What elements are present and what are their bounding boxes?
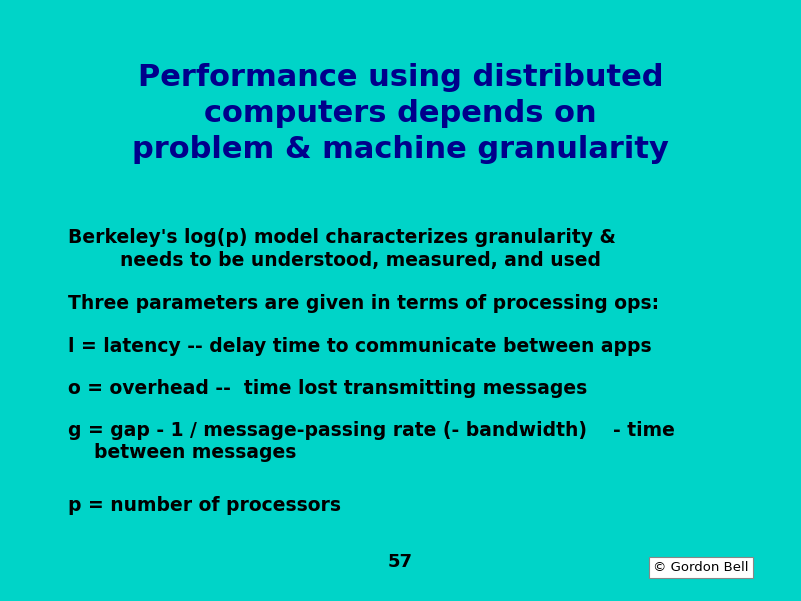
- Text: Performance using distributed
computers depends on
problem & machine granularity: Performance using distributed computers …: [132, 63, 669, 164]
- Text: p = number of processors: p = number of processors: [68, 496, 341, 515]
- Text: l = latency -- delay time to communicate between apps: l = latency -- delay time to communicate…: [68, 337, 652, 356]
- Text: g = gap - 1 / message-passing rate (- bandwidth)    - time
    between messages: g = gap - 1 / message-passing rate (- ba…: [68, 421, 675, 462]
- Text: 57: 57: [388, 553, 413, 571]
- Text: Berkeley's log(p) model characterizes granularity &
        needs to be understo: Berkeley's log(p) model characterizes gr…: [68, 228, 616, 270]
- Text: o = overhead --  time lost transmitting messages: o = overhead -- time lost transmitting m…: [68, 379, 587, 398]
- Text: Three parameters are given in terms of processing ops:: Three parameters are given in terms of p…: [68, 294, 659, 314]
- Text: © Gordon Bell: © Gordon Bell: [653, 561, 749, 574]
